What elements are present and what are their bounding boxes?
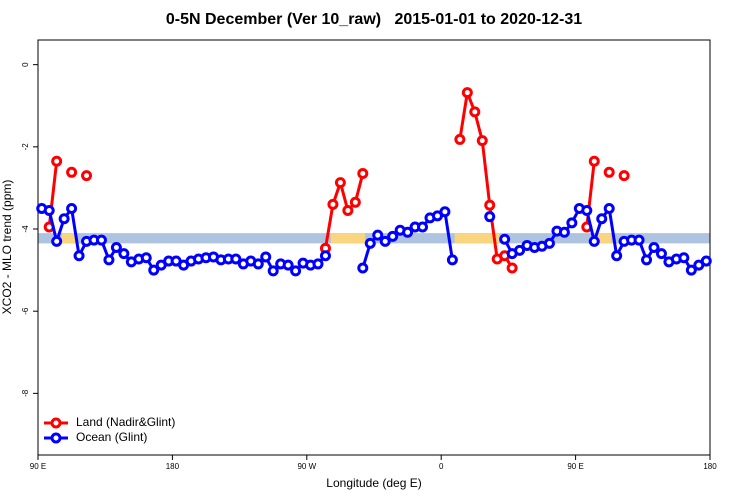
series-point [461,87,473,99]
series-point [596,213,608,225]
series-point [364,237,376,249]
y-tick-label: -8 [21,389,30,397]
y-tick-label: -6 [21,307,30,315]
series-point [581,205,593,217]
x-tick-label: 90 W [297,462,316,471]
series-point [641,254,653,266]
series-point [51,155,63,167]
chart-title: 0-5N December (Ver 10_raw) 2015-01-01 to… [166,11,582,28]
series-point [267,265,279,277]
series-point [685,264,697,276]
series-point [611,250,623,262]
series-point [446,254,458,266]
highlight [454,233,500,244]
series-point [618,170,630,182]
series-point [58,213,70,225]
x-tick-label: 180 [166,462,180,471]
y-tick-label: 0 [21,62,30,67]
highlight [61,233,76,244]
series-point [357,262,369,274]
series-point [95,234,107,246]
series-point [327,198,339,210]
x-tick-label: 0 [439,462,444,471]
series-point [252,258,264,270]
series-point [73,250,85,262]
series-point [319,250,331,262]
series-point [648,242,660,253]
series-point [633,234,645,246]
plot-frame [37,39,711,456]
series-point [290,265,302,277]
series-point [454,133,466,145]
series-point [372,229,384,241]
legend-marker [50,432,62,444]
series-point [476,135,488,147]
series-point [700,255,712,267]
legend-label: Land (Nadir&Glint) [76,415,175,429]
series-point [110,242,122,253]
series-point [51,235,63,247]
series-point [103,254,115,266]
series-point [379,235,391,247]
series-point [387,230,399,242]
series-point [357,168,369,180]
series-point [543,237,555,249]
series-point [588,155,600,167]
series-point [484,211,496,223]
series-point [499,233,511,245]
series-point [81,170,93,182]
series-point [484,199,496,211]
series-point [588,235,600,247]
series-point [342,205,354,217]
series-point [118,248,130,260]
series-point [469,106,481,118]
legend-marker [50,417,62,429]
series-point [566,217,578,229]
y-tick-label: -4 [21,225,30,233]
series-point [514,244,526,256]
series-point [678,252,690,264]
series-point [439,206,451,218]
highlight [598,233,612,244]
series-point [349,196,361,208]
series-point [655,248,667,260]
series-point [260,251,272,263]
series-point [140,252,152,264]
x-axis-label: Longitude (deg E) [326,476,421,490]
series-point [558,226,570,238]
series-point [43,205,55,217]
series-point [312,258,324,270]
legend-label: Ocean (Glint) [76,430,147,444]
series-point [66,202,78,214]
x-tick-label: 180 [703,462,717,471]
series-point [603,166,615,178]
x-tick-label: 90 E [30,462,46,471]
series-point [230,253,242,265]
series-point [417,221,429,233]
series-point [66,166,78,178]
series-point [282,259,294,271]
series-point [506,262,518,274]
y-axis-label: XCO2 - MLO trend (ppm) [0,180,14,315]
series-point [402,226,414,238]
highlight [330,233,366,244]
series-point [334,177,346,189]
x-tick-label: 90 E [567,462,583,471]
y-tick-label: -2 [21,143,30,151]
series-point [148,264,160,276]
series-point [603,202,615,214]
